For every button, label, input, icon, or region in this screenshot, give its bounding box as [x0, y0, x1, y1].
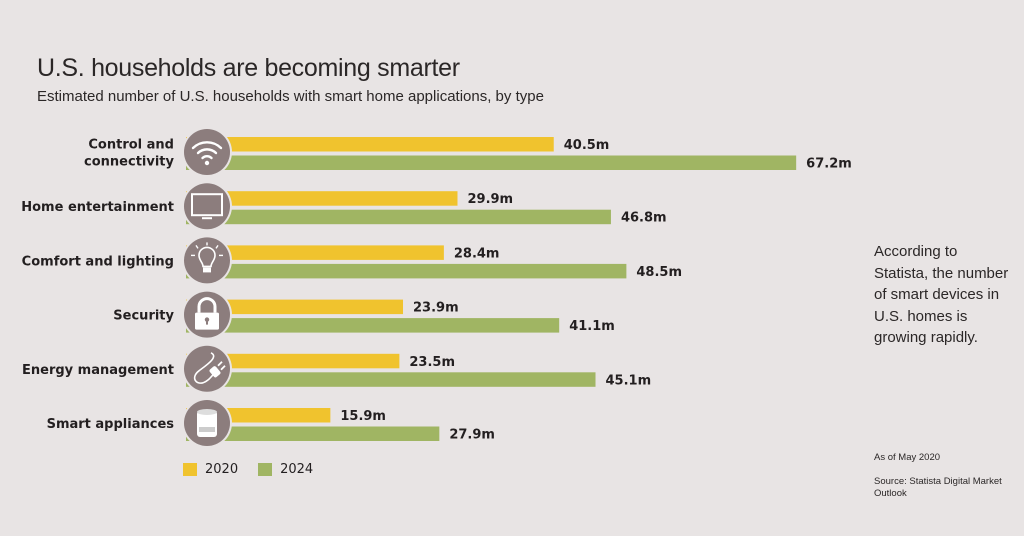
- bar-2024: [186, 318, 560, 333]
- chart-title: U.S. households are becoming smarter: [37, 54, 460, 82]
- lock-keyhole-slot: [206, 319, 208, 325]
- data-label-2024: 41.1m: [569, 319, 615, 334]
- wifi-icon: [191, 141, 223, 166]
- category-label: Security: [113, 309, 174, 324]
- side-note: According to Statista, the number of sma…: [874, 243, 1009, 346]
- data-label-2024: 67.2m: [806, 157, 852, 172]
- tv-screen: [191, 193, 223, 217]
- plug-head: [209, 366, 221, 378]
- bulb-ray: [195, 245, 199, 249]
- chart-subtitle: Estimated number of U.S. households with…: [37, 88, 544, 105]
- category-label: connectivity: [84, 155, 174, 170]
- bar-2020: [186, 353, 400, 369]
- bar-2020: [186, 191, 458, 206]
- bar-2024: [186, 155, 797, 170]
- category-label: Smart appliances: [47, 417, 175, 432]
- category-label: Energy management: [22, 363, 174, 378]
- data-label-2024: 27.9m: [449, 428, 495, 443]
- lightbulb-icon: [191, 242, 223, 273]
- bar-2024: [186, 372, 596, 387]
- bar-2020: [186, 245, 444, 260]
- data-label-2020: 40.5m: [564, 138, 610, 153]
- bulb-base: [203, 267, 211, 273]
- legend-swatch-2020: [183, 463, 197, 476]
- data-label-2024: 45.1m: [606, 373, 652, 388]
- wifi-arc: [191, 141, 223, 150]
- tv-stand: [202, 217, 212, 220]
- chart-row: 40.5m 67.2m Control and connectivity: [84, 127, 852, 177]
- icon-circle: [184, 129, 230, 175]
- legend-label-2024: 2024: [280, 462, 314, 477]
- category-label: Comfort and lighting: [22, 254, 174, 269]
- legend-item-2024: 2024: [258, 462, 313, 477]
- wifi-arc: [196, 148, 218, 155]
- bar-2024: [186, 209, 611, 225]
- data-label-2020: 29.9m: [467, 192, 513, 207]
- plug-cable: [193, 352, 215, 384]
- appliance-panel: [199, 427, 215, 432]
- legend-item-2020: 2020: [183, 462, 238, 477]
- chart-row: 15.9m 27.9m Smart appliances: [47, 398, 495, 448]
- source-note: Source: Statista Digital Market Outlook: [874, 476, 1002, 499]
- data-label-2020: 23.9m: [413, 301, 459, 316]
- appliance-icon: [197, 409, 217, 437]
- tv-icon: [191, 193, 223, 220]
- wifi-arc: [201, 155, 213, 160]
- data-label-2024: 48.5m: [636, 265, 682, 280]
- bulb-ray: [215, 245, 219, 249]
- data-label-2020: 28.4m: [454, 246, 500, 261]
- bulb-glass: [198, 246, 216, 268]
- chart-row: 29.9m 46.8m Home entertainment: [21, 181, 667, 232]
- category-label: Home entertainment: [21, 200, 174, 215]
- lock-shackle: [197, 297, 217, 313]
- data-label-2024: 46.8m: [621, 211, 667, 226]
- bar-2020: [186, 137, 554, 152]
- lock-icon: [195, 297, 219, 330]
- plug-prong: [220, 365, 226, 371]
- chart-row: 28.4m 48.5m Comfort and lighting: [22, 235, 682, 286]
- bar-2024: [186, 426, 440, 441]
- chart-row: 23.5m 45.1m Energy management: [22, 343, 652, 394]
- chart-row: 23.9m 41.1m Security: [113, 289, 615, 340]
- icon-circle: [184, 183, 230, 230]
- plug-prong: [217, 361, 223, 367]
- legend-label-2020: 2020: [205, 462, 239, 477]
- data-label-2020: 23.5m: [409, 355, 455, 370]
- icon-circle: [184, 237, 230, 284]
- appliance-top: [197, 409, 217, 415]
- bar-2024: [186, 263, 627, 279]
- as-of-date: As of May 2020: [874, 452, 941, 463]
- data-label-2020: 15.9m: [340, 409, 386, 424]
- legend-swatch-2024: [258, 463, 273, 476]
- wifi-dot: [204, 160, 210, 166]
- legend: 2020 2024: [183, 462, 313, 477]
- bar-2020: [186, 299, 404, 315]
- category-label: Control and: [88, 138, 174, 153]
- plug-icon: [193, 352, 226, 384]
